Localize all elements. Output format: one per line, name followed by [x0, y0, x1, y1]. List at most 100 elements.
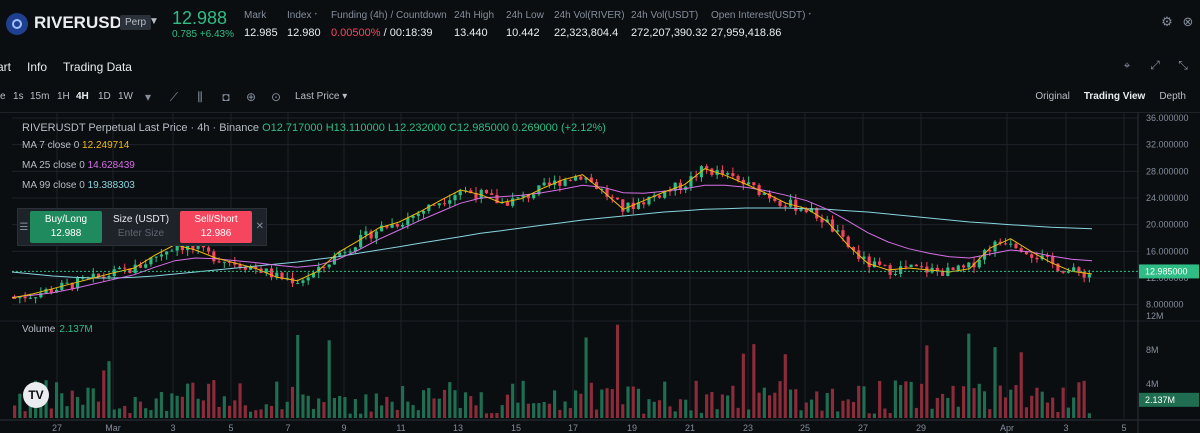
candle-body [264, 268, 268, 273]
volume-bar [338, 396, 342, 418]
candle-body [254, 266, 258, 269]
candle-body [621, 199, 625, 212]
candle-body [862, 256, 866, 259]
symbol-selector[interactable]: RIVERUSDT [34, 13, 133, 32]
candle-body [752, 182, 756, 186]
volume-bar [207, 383, 211, 418]
volume-bar [1003, 397, 1008, 418]
ma7-legend[interactable]: MA 7 close 0 12.249714 [22, 140, 130, 151]
stat-open-interest[interactable]: Open Interest(USDT) ᐩ 27,959,418.86 [711, 10, 811, 39]
stat-value: 22,323,804.4 [554, 27, 619, 39]
volume-bar [311, 408, 316, 418]
interval-4h[interactable]: 4H [76, 91, 89, 102]
volume-bar [233, 400, 237, 418]
ma7-line [11, 168, 1093, 299]
volume-bar [815, 391, 819, 418]
candlestick-chart[interactable]: 36.000000 32.000000 28.000000 24.000000 20.0… [0, 113, 1200, 433]
current-volume-tag [1139, 392, 1199, 407]
candle-body [238, 264, 242, 268]
tab-info[interactable]: Info [27, 60, 48, 74]
candle-body [668, 190, 672, 192]
add-icon[interactable]: ⊕ [245, 90, 257, 104]
stat-24h-vol-quote: 24h Vol(USDT) 272,207,390.32 [631, 10, 707, 39]
candle-type-icon[interactable]: ⫼ [197, 90, 203, 104]
candle-body [904, 266, 908, 268]
candle-body [830, 219, 835, 232]
candle-body [673, 182, 677, 191]
stat-label: Index ᐩ [287, 10, 318, 21]
volume-bar [600, 389, 604, 418]
volume-bar [841, 400, 845, 418]
close-icon[interactable]: ⊗ [1182, 14, 1194, 29]
candle-body [747, 182, 751, 185]
volume-bar [290, 386, 295, 418]
ma99-legend[interactable]: MA 99 close 0 19.388303 [22, 180, 135, 191]
view-tabs: Original Trading View Depth [1035, 91, 1186, 102]
crosshair-icon[interactable]: ⊙ [270, 90, 282, 104]
volume-bar [715, 409, 719, 418]
tab-trading-data[interactable]: Trading Data [63, 60, 132, 74]
camera-icon[interactable]: ◘ [222, 90, 230, 104]
candle-body [233, 262, 237, 265]
view-depth[interactable]: Depth [1159, 91, 1186, 102]
volume-bar [726, 395, 730, 418]
time-tick-label: 29 [916, 423, 926, 433]
interval-1s[interactable]: 1s [13, 91, 24, 102]
ma25-line [11, 184, 1093, 298]
stat-index[interactable]: Index ᐩ 12.980 [287, 10, 321, 39]
candle-body [18, 296, 22, 299]
pin-icon[interactable]: ⌖ [1123, 58, 1131, 72]
volume-bar [23, 411, 27, 418]
candle-body [191, 245, 195, 249]
volume-legend[interactable]: Volume 2.137M [22, 324, 93, 335]
ticker-header: RIVERUSDT Perp ▼ 12.988 0.785 +6.43% Mar… [0, 0, 1200, 50]
time-tick-label: 11 [396, 423, 405, 433]
volume-bar [684, 399, 688, 418]
interval-dropdown-icon[interactable]: ▾ [144, 90, 152, 104]
volume-bar [395, 409, 399, 418]
volume-bar [54, 382, 59, 418]
ma25-legend[interactable]: MA 25 close 0 14.628439 [22, 160, 135, 171]
expand-icon[interactable]: ⤢ [1150, 58, 1160, 72]
interval-partial[interactable]: e [0, 91, 6, 102]
volume-bar [1030, 395, 1034, 418]
interval-1w[interactable]: 1W [118, 91, 133, 102]
view-trading-view[interactable]: Trading View [1083, 91, 1146, 102]
volume-bar [228, 405, 232, 418]
volume-bar [857, 385, 861, 418]
volume-bar [747, 409, 751, 418]
candle-body [96, 273, 101, 277]
view-original[interactable]: Original [1035, 91, 1070, 102]
candle-body [65, 282, 69, 284]
collapse-icon[interactable]: ⤡ [1178, 58, 1188, 72]
time-tick-label: 19 [627, 423, 637, 433]
ma-lines-layer [11, 168, 1093, 299]
volume-bar [243, 405, 247, 418]
sell-short-button[interactable]: Sell/Short 12.986 [180, 211, 252, 243]
volume-bar [1066, 407, 1070, 418]
tab-chart[interactable]: art [0, 60, 12, 74]
chart-area[interactable]: 36.000000 32.000000 28.000000 24.000000 20.0… [0, 112, 1200, 433]
volume-bar [217, 406, 221, 418]
volume-bar [18, 393, 22, 418]
interval-1d[interactable]: 1D [98, 91, 111, 102]
chart-title: RIVERUSDT Perpetual Last Price · 4h · Bi… [22, 122, 260, 134]
interval-15m[interactable]: 15m [30, 91, 50, 102]
close-icon[interactable]: ✕ [255, 221, 264, 232]
settings-gear-icon[interactable]: ⚙ [1161, 14, 1173, 29]
candle-body [280, 272, 284, 279]
price-type-dropdown[interactable]: Last Price ▾ [295, 91, 348, 102]
volume-bar [364, 394, 368, 418]
interval-1h[interactable]: 1H [57, 91, 70, 102]
indicators-icon[interactable]: ⟋ [169, 90, 179, 104]
volume-bar [920, 383, 924, 418]
volume-bar [694, 380, 698, 418]
volume-bar [1056, 411, 1060, 418]
size-input[interactable] [106, 228, 176, 239]
symbol-dropdown-caret-icon[interactable]: ▼ [149, 16, 159, 27]
drag-handle-icon[interactable]: ☰ [19, 221, 29, 233]
candle-body [967, 262, 971, 268]
buy-long-button[interactable]: Buy/Long 12.988 [30, 211, 102, 243]
candle-body [511, 198, 515, 206]
time-tick-label: Apr [1000, 423, 1014, 433]
